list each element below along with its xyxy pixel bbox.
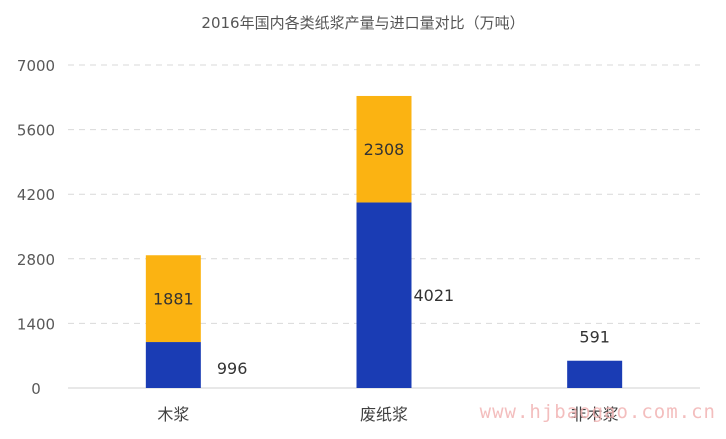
y-tick-label: 5600 — [17, 122, 55, 140]
x-tick-label: 非木浆 — [571, 405, 619, 424]
data-label: 591 — [579, 328, 610, 347]
y-tick-label: 1400 — [17, 315, 55, 333]
x-tick-label: 废纸浆 — [360, 405, 408, 424]
bar-segment — [145, 255, 201, 343]
data-label: 4021 — [414, 286, 455, 305]
bar-segment — [356, 202, 412, 388]
bar-segment — [567, 360, 623, 388]
y-tick-label: 4200 — [17, 186, 55, 204]
data-label: 1881 — [153, 290, 194, 309]
watermark: www.hjbaogao.com.cn — [479, 401, 716, 423]
x-tick-label: 木浆 — [157, 405, 189, 424]
data-label: 2308 — [364, 140, 405, 159]
data-label: 996 — [217, 359, 248, 378]
chart-title: 2016年国内各类纸浆产量与进口量对比（万吨） — [201, 14, 525, 32]
y-tick-label: 0 — [31, 380, 41, 398]
y-tick-label: 2800 — [17, 251, 55, 269]
y-tick-label: 7000 — [17, 57, 55, 75]
bar-segment — [356, 95, 412, 203]
bar-segment — [145, 342, 201, 388]
